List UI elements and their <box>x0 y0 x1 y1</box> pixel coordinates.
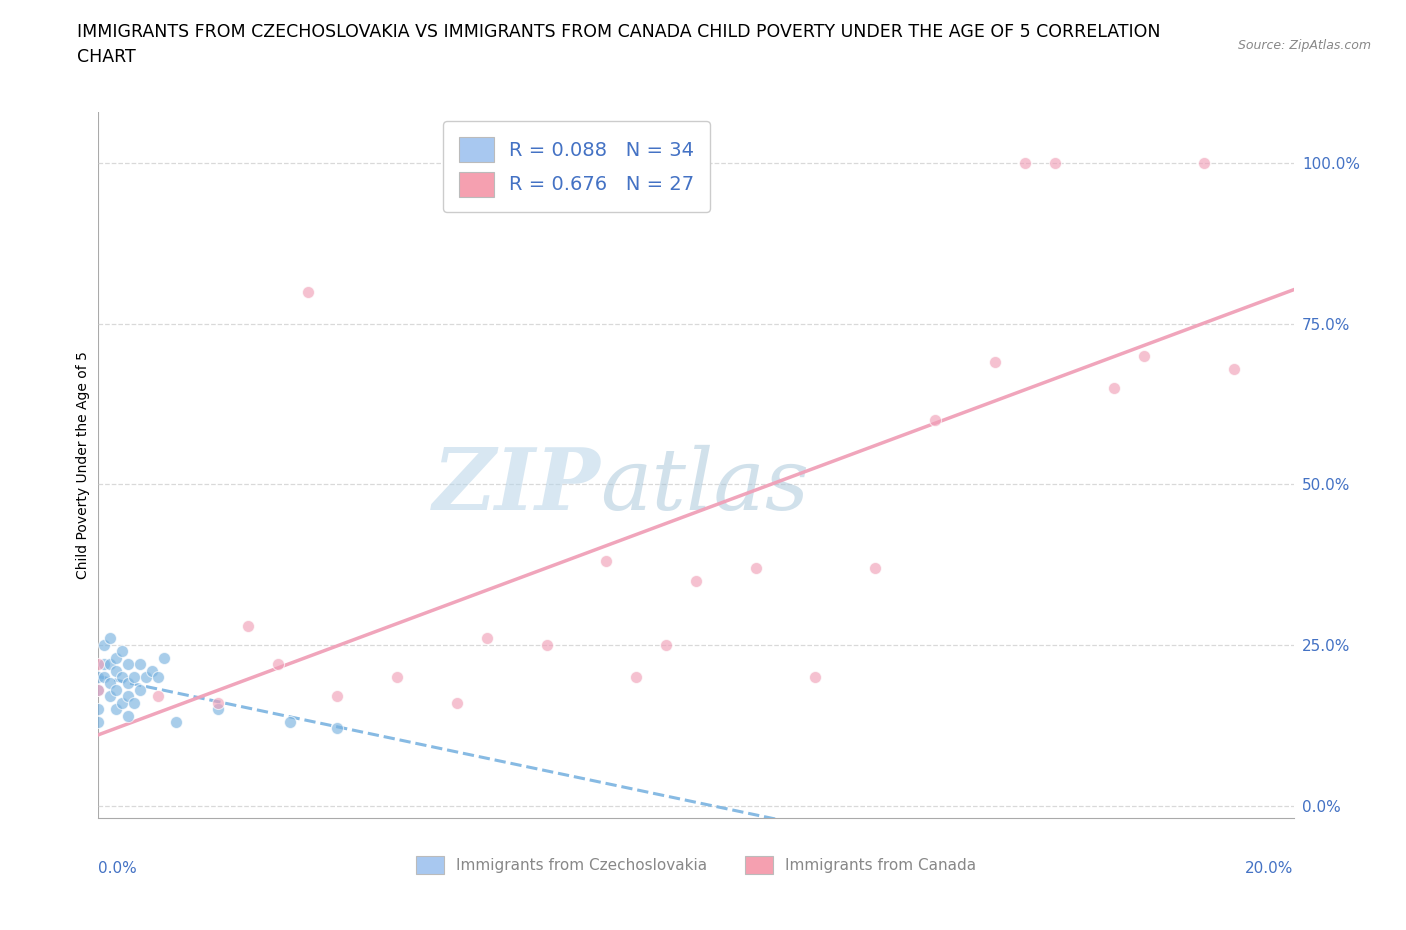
Point <box>87 714 110 729</box>
Legend: Immigrants from Czechoslovakia, Immigrants from Canada: Immigrants from Czechoslovakia, Immigran… <box>408 848 984 882</box>
Point <box>93 637 115 652</box>
Point <box>655 637 678 652</box>
Point <box>105 650 128 665</box>
Point <box>124 696 146 711</box>
Point <box>475 631 498 646</box>
Text: CHART: CHART <box>77 48 136 66</box>
Point <box>148 689 170 704</box>
Point <box>804 670 827 684</box>
Point <box>148 670 170 684</box>
Point <box>129 683 152 698</box>
Text: atlas: atlas <box>600 445 810 527</box>
Point <box>1043 155 1066 170</box>
Point <box>165 714 187 729</box>
Point <box>685 573 707 588</box>
Text: Source: ZipAtlas.com: Source: ZipAtlas.com <box>1237 39 1371 52</box>
Point <box>98 631 122 646</box>
Point <box>1104 380 1126 395</box>
Point <box>278 714 301 729</box>
Point <box>326 721 349 736</box>
Point <box>1192 155 1215 170</box>
Point <box>87 657 110 671</box>
Point <box>626 670 648 684</box>
Point <box>93 670 115 684</box>
Point <box>326 689 349 704</box>
Point <box>129 657 152 671</box>
Y-axis label: Child Poverty Under the Age of 5: Child Poverty Under the Age of 5 <box>76 351 90 579</box>
Point <box>924 413 946 428</box>
Point <box>111 670 134 684</box>
Point <box>1014 155 1036 170</box>
Point <box>236 618 259 633</box>
Point <box>105 683 128 698</box>
Point <box>117 657 139 671</box>
Point <box>87 683 110 698</box>
Point <box>98 676 122 691</box>
Point <box>98 689 122 704</box>
Point <box>297 284 319 299</box>
Point <box>385 670 409 684</box>
Point <box>745 561 768 576</box>
Point <box>153 650 176 665</box>
Text: ZIP: ZIP <box>433 445 600 528</box>
Point <box>865 561 887 576</box>
Point <box>105 702 128 717</box>
Point <box>111 644 134 658</box>
Point <box>117 689 139 704</box>
Point <box>105 663 128 678</box>
Point <box>117 676 139 691</box>
Point <box>446 696 468 711</box>
Point <box>267 657 290 671</box>
Point <box>93 657 115 671</box>
Point <box>87 670 110 684</box>
Point <box>207 702 229 717</box>
Point <box>111 696 134 711</box>
Point <box>141 663 163 678</box>
Point <box>1223 361 1246 376</box>
Point <box>87 683 110 698</box>
Point <box>984 354 1007 369</box>
Point <box>207 696 229 711</box>
Point <box>536 637 558 652</box>
Text: IMMIGRANTS FROM CZECHOSLOVAKIA VS IMMIGRANTS FROM CANADA CHILD POVERTY UNDER THE: IMMIGRANTS FROM CZECHOSLOVAKIA VS IMMIGR… <box>77 23 1161 41</box>
Point <box>595 554 617 569</box>
Point <box>117 708 139 723</box>
Text: 0.0%: 0.0% <box>98 861 138 876</box>
Point <box>1133 349 1156 364</box>
Point <box>87 702 110 717</box>
Point <box>135 670 157 684</box>
Point <box>124 670 146 684</box>
Point <box>98 657 122 671</box>
Text: 20.0%: 20.0% <box>1246 861 1294 876</box>
